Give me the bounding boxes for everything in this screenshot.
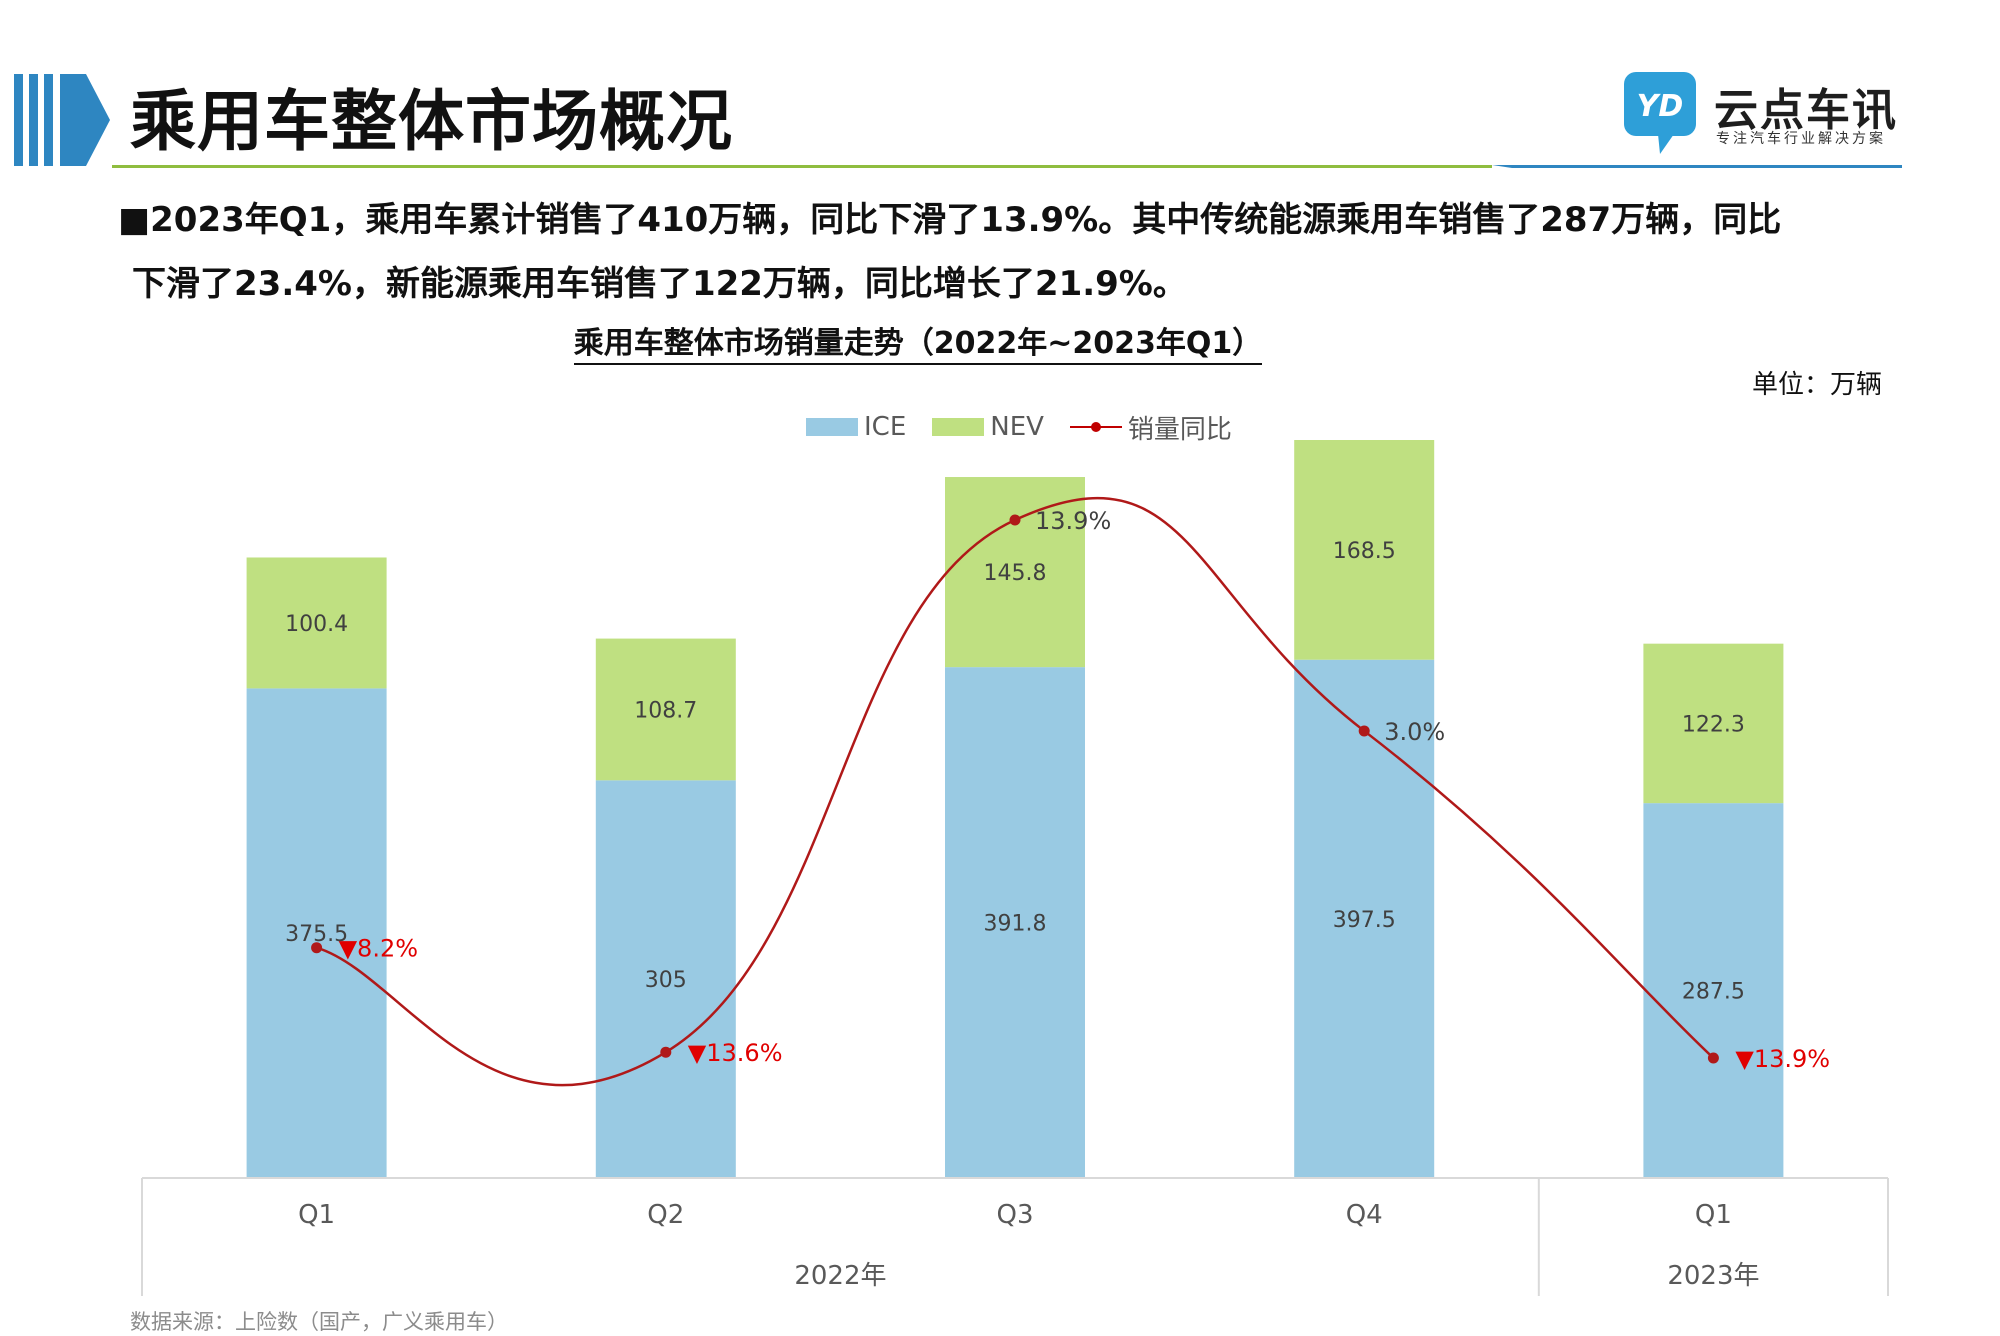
year-group-label-1: 2022年 <box>794 1261 886 1291</box>
summary-line-1: ■2023年Q1，乘用车累计销售了410万辆，同比下滑了13.9%。其中传统能源… <box>118 200 1782 240</box>
yoy-label-5: ▼13.9% <box>1735 1045 1830 1073</box>
bar-nev-5 <box>1643 643 1784 804</box>
bar-ice-5 <box>1643 803 1784 1178</box>
year-group-label-2: 2023年 <box>1667 1261 1759 1291</box>
brand-mark-text: YD <box>1637 89 1684 124</box>
legend-item-nev: NEV <box>932 412 1044 442</box>
unit-label: 单位：万辆 <box>1751 370 1882 400</box>
yoy-label-4: 3.0% <box>1384 718 1445 746</box>
bar-nev-1 <box>246 557 387 689</box>
legend-item-ice: ICE <box>806 412 906 442</box>
x-tick-label-2: Q2 <box>647 1200 684 1230</box>
yoy-point-4 <box>1358 725 1370 737</box>
yoy-point-1 <box>311 942 323 954</box>
bar-ice-1 <box>246 688 387 1178</box>
x-tick-label-5: Q1 <box>1695 1200 1732 1230</box>
brand-name: 云点车讯 <box>1714 85 1898 136</box>
data-label-ice-1: 375.5 <box>285 922 348 947</box>
data-label-nev-1: 100.4 <box>285 612 348 637</box>
legend-swatch-nev <box>932 418 985 436</box>
bar-nev-2 <box>595 638 736 781</box>
brand-mark-icon: YD <box>1624 72 1696 154</box>
legend-label-nev: NEV <box>990 412 1044 442</box>
x-tick-label-4: Q4 <box>1346 1200 1383 1230</box>
chart-title: 乘用车整体市场销量走势（2022年~2023年Q1） <box>0 318 1836 365</box>
data-source: 数据来源：上险数（国产，广义乘用车） <box>130 1310 508 1334</box>
data-label-nev-4: 168.5 <box>1333 539 1396 564</box>
brand-tagline: 专注汽车行业解决方案 <box>1716 131 1886 147</box>
data-label-ice-5: 287.5 <box>1682 980 1745 1005</box>
yoy-label-3: 13.9% <box>1035 507 1111 535</box>
bar-ice-3 <box>945 667 1085 1178</box>
data-label-ice-2: 305 <box>645 968 687 993</box>
header-accent-icon <box>14 74 110 166</box>
legend-label-yoy: 销量同比 <box>1127 414 1232 445</box>
header-divider <box>112 165 1902 168</box>
data-label-ice-3: 391.8 <box>984 912 1047 937</box>
data-label-nev-2: 108.7 <box>634 698 697 723</box>
bar-nev-3 <box>945 477 1085 668</box>
summary-text: ■2023年Q1，乘用车累计销售了410万辆，同比下滑了13.9%。其中传统能源… <box>118 188 1918 316</box>
bar-ice-4 <box>1294 659 1435 1178</box>
chart-title-text: 乘用车整体市场销量走势（2022年~2023年Q1） <box>573 326 1263 365</box>
summary-line-2: 下滑了23.4%，新能源乘用车销售了122万辆，同比增长了21.9%。 <box>132 264 1187 304</box>
chart-legend: ICE NEV 销量同比 <box>806 409 1258 446</box>
bar-nev-4 <box>1294 440 1435 660</box>
x-tick-label-1: Q1 <box>298 1200 335 1230</box>
legend-swatch-ice <box>806 418 858 436</box>
page-title: 乘用车整体市场概况 <box>130 83 733 160</box>
yoy-point-3 <box>1009 514 1021 526</box>
legend-line-yoy <box>1069 418 1122 436</box>
yoy-point-2 <box>660 1046 672 1058</box>
x-tick-label-3: Q3 <box>996 1200 1033 1230</box>
yoy-label-2: ▼13.6% <box>688 1039 783 1067</box>
data-label-nev-5: 122.3 <box>1682 712 1745 737</box>
bar-ice-2 <box>595 780 736 1178</box>
legend-item-yoy: 销量同比 <box>1069 409 1232 446</box>
yoy-point-5 <box>1707 1052 1719 1064</box>
data-label-ice-4: 397.5 <box>1333 908 1396 933</box>
brand-logo: YD 云点车讯 专注汽车行业解决方案 <box>1622 70 1902 160</box>
yoy-line <box>316 497 1715 1087</box>
data-label-nev-3: 145.8 <box>984 561 1047 586</box>
legend-label-ice: ICE <box>864 412 907 442</box>
yoy-label-1: ▼8.2% <box>339 935 418 963</box>
